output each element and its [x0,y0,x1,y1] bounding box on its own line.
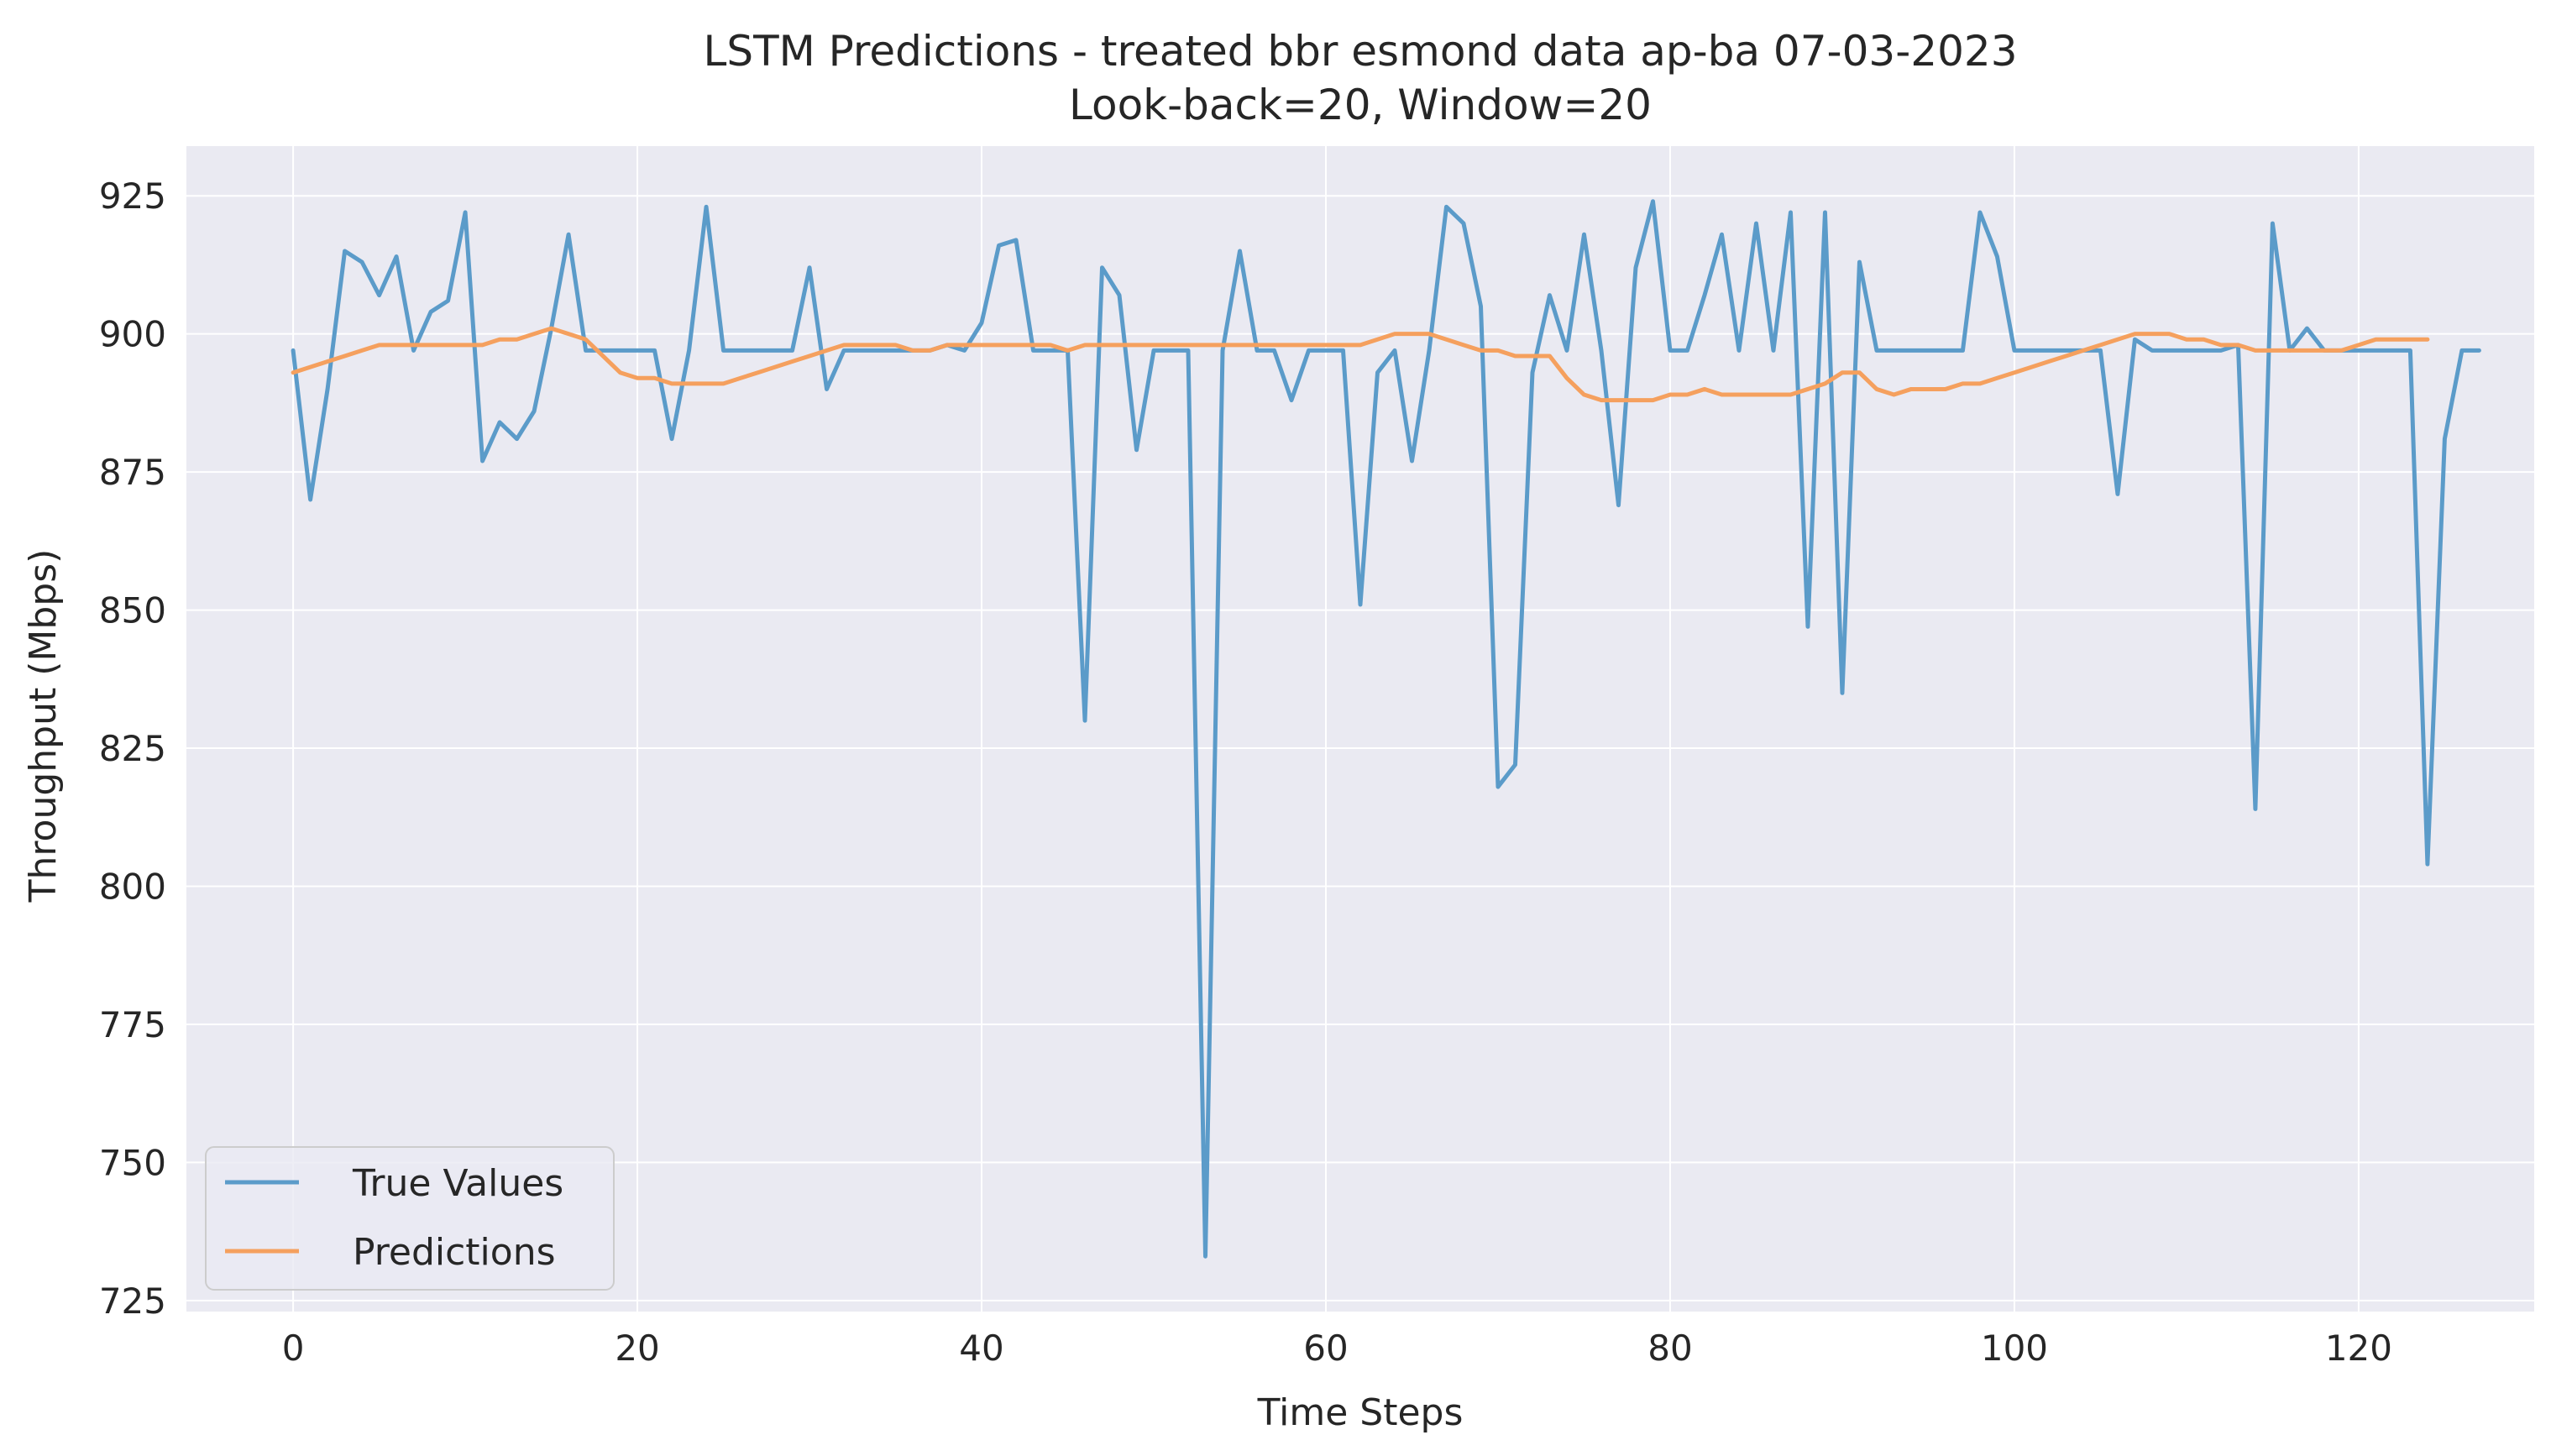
y-tick-label: 825 [99,728,166,769]
legend: True Values Predictions [205,1146,615,1291]
legend-label-predictions: Predictions [353,1231,556,1274]
y-tick-label: 850 [99,590,166,631]
y-axis-label: Throughput (Mbps) [22,549,65,903]
y-tick-label: 925 [99,175,166,217]
y-tick-labels: 725 750 775 800 825 850 875 900 925 [99,175,166,1322]
x-tick-label: 120 [2325,1328,2392,1369]
y-tick-label: 900 [99,314,166,355]
y-tick-label: 775 [99,1004,166,1045]
x-tick-label: 60 [1303,1328,1348,1369]
x-tick-label: 80 [1647,1328,1692,1369]
series-line-predictions [291,326,2430,403]
y-tick-label: 725 [99,1281,166,1322]
series-line-true-values [291,199,2481,1259]
x-tick-label: 0 [282,1328,305,1369]
y-tick-label: 800 [99,866,166,907]
chart-subtitle: Look-back=20, Window=20 [1069,81,1652,129]
legend-label-true-values: True Values [352,1162,563,1205]
y-tick-label: 875 [99,452,166,493]
x-axis-label: Time Steps [1257,1391,1464,1434]
x-tick-label: 40 [959,1328,1003,1369]
chart-title: LSTM Predictions - treated bbr esmond da… [703,27,2017,76]
x-tick-labels: 0 20 40 60 80 100 120 [282,1328,2392,1369]
y-tick-label: 750 [99,1142,166,1183]
series-group [291,199,2481,1259]
x-tick-label: 100 [1981,1328,2048,1369]
x-tick-label: 20 [615,1328,659,1369]
plot-area [186,146,2534,1312]
legend-box [205,1146,615,1291]
